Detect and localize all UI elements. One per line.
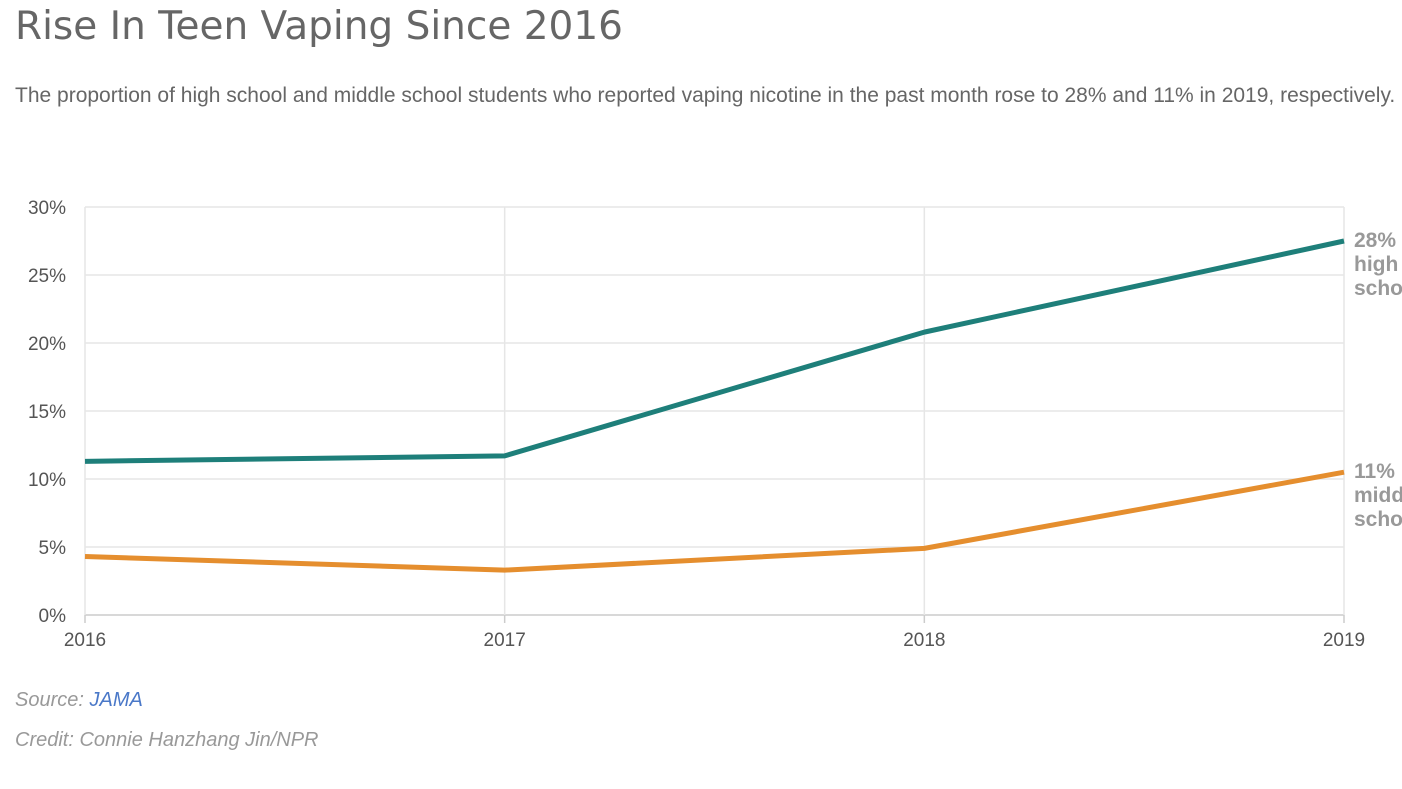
chart-subtitle: The proportion of high school and middle… — [15, 84, 1396, 107]
credit-note: Credit: Connie Hanzhang Jin/NPR — [15, 729, 319, 751]
line-chart: 0% 5% 10% 15% 20% 25% 30% 2016 2017 2018 2019 28%h… — [28, 198, 1402, 651]
x-tick-label: 2019 — [1323, 630, 1365, 651]
source-prefix: Source: — [15, 689, 90, 711]
y-tick-label: 25% — [28, 266, 66, 287]
series-line-high-school — [84, 238, 1345, 464]
source-note: Source: JAMA — [15, 689, 143, 712]
axes: 0% 5% 10% 15% 20% 25% 30% 2016 2017 2018 2019 — [28, 198, 1365, 651]
end-name-label-high-school: high — [1354, 253, 1398, 276]
series-line-middle-school — [84, 469, 1345, 573]
x-tick-label: 2017 — [484, 630, 526, 651]
end-name-label-middle-school: middle — [1354, 484, 1402, 507]
x-tick-label: 2016 — [64, 630, 106, 651]
y-tick-label: 5% — [39, 538, 67, 559]
y-tick-label: 10% — [28, 470, 66, 491]
end-value-label-middle-school: 11% — [1354, 460, 1395, 483]
chart-title: Rise In Teen Vaping Since 2016 — [15, 4, 623, 49]
end-name-label-middle-school: school — [1354, 508, 1402, 531]
grid — [84, 206, 1345, 616]
y-tick-label: 15% — [28, 402, 66, 423]
y-tick-label: 20% — [28, 334, 66, 355]
source-link[interactable]: JAMA — [89, 689, 143, 711]
end-name-label-high-school: school — [1354, 277, 1402, 300]
y-tick-label: 30% — [28, 198, 66, 219]
series-lines — [84, 238, 1345, 573]
x-tick-label: 2018 — [903, 630, 945, 651]
end-value-label-high-school: 28% — [1354, 229, 1396, 252]
y-tick-label: 0% — [39, 606, 67, 627]
